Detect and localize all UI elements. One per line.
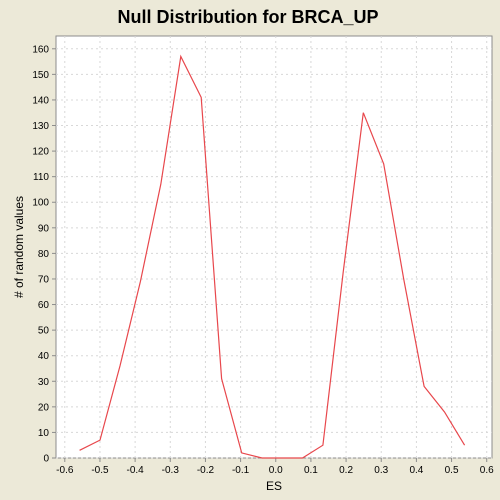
x-tick-label: 0.6 [480,465,494,476]
series-group [79,54,466,459]
x-tick-label: 0.3 [374,465,388,476]
x-tick-label: 0.0 [269,465,283,476]
x-tick-label: 0.5 [445,465,459,476]
y-tick-label: 100 [32,198,49,209]
y-tick-label: 50 [38,326,50,337]
y-tick-label: 70 [38,274,50,285]
y-tick-label: 10 [38,428,50,439]
chart-title: Null Distribution for BRCA_UP [118,7,379,27]
y-tick-label: 20 [38,402,50,413]
y-tick-label: 160 [32,44,49,55]
y-tick-label: 150 [32,70,49,81]
y-tick-label: 30 [38,377,50,388]
x-tick-label: -0.6 [56,465,74,476]
x-tick-label: -0.1 [232,465,250,476]
y-tick-label: 110 [33,172,49,183]
x-tick-label: 0.1 [304,465,318,476]
series-line [79,54,466,459]
y-tick-label: 130 [32,121,49,132]
y-tick-label: 40 [38,351,50,362]
y-axis-label: # of random values [12,196,26,298]
y-tick-label: 120 [32,147,49,158]
x-tick-label: -0.5 [91,465,109,476]
y-tick-label: 90 [38,223,50,234]
x-axis: -0.6 -0.5 -0.4 -0.3 -0.2 -0.1 0.0 0.1 0.2 0.3 0.4 0… [56,458,494,476]
grid [56,36,492,459]
y-tick-label: 60 [38,300,50,311]
x-axis-label: ES [266,479,282,493]
y-tick-label: 80 [38,249,50,260]
x-tick-label: -0.2 [197,465,215,476]
y-axis: 0 10 20 30 40 50 60 70 80 90 100 110 120 130 140 150 160 [32,44,56,465]
x-tick-label: 0.2 [339,465,353,476]
x-tick-label: -0.4 [126,465,144,476]
y-tick-label: 140 [32,95,49,106]
plot-area [55,35,493,459]
x-tick-label: -0.3 [162,465,180,476]
y-tick-label: 0 [43,454,49,465]
x-tick-label: 0.4 [409,465,423,476]
